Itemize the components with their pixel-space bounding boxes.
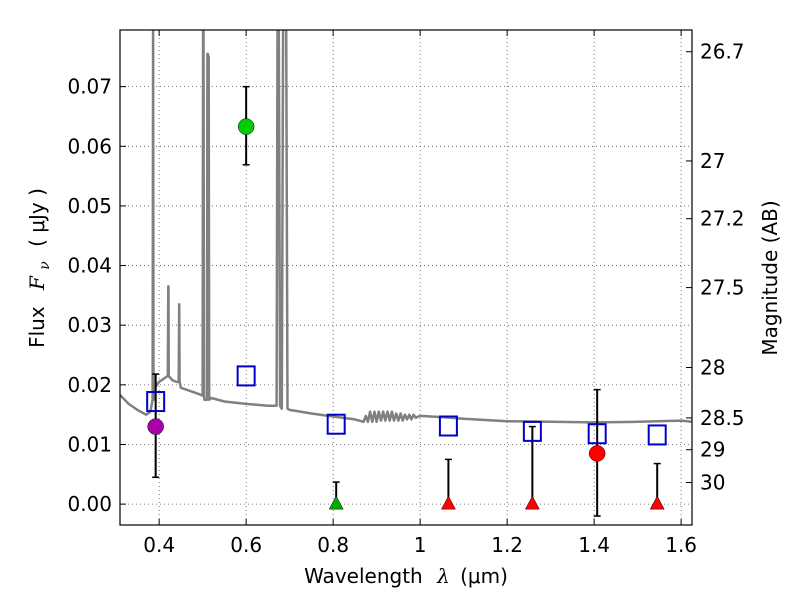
upper-limit-marker: [649, 495, 665, 510]
mag-tick-label: 26.7: [700, 40, 745, 64]
mag-tick-label: 27: [700, 149, 725, 173]
mag-tick-label: 28.5: [700, 406, 745, 430]
detection-marker: [147, 418, 164, 435]
y-tick-label: 0.00: [67, 492, 112, 516]
ticks-layer: 0.4 0.6 0.8 1 1.2 1.4 1.6 0.00 0.01 0.02 0.03 0.04 0…: [67, 30, 745, 557]
y-tick-label: 0.04: [67, 254, 112, 278]
y-tick-label: 0.05: [67, 194, 112, 218]
detection-marker: [588, 445, 606, 462]
upper-limit-marker: [524, 495, 540, 510]
grid-layer: [120, 30, 692, 525]
model-flux-marker: [522, 420, 542, 442]
points-layer: [146, 85, 667, 517]
x-tick-label: 0.6: [230, 533, 262, 557]
mag-tick-label: 30: [700, 470, 725, 494]
y-tick-label: 0.06: [67, 134, 112, 158]
spectrum-layer: [120, 30, 692, 424]
mag-tick-label: 29: [700, 438, 725, 462]
x-axis-title-prefix: Wavelength: [304, 564, 423, 588]
y-axis-title-subscript: ν: [37, 261, 53, 270]
y-axis-title-unit: ( μJy ): [25, 188, 49, 247]
model-flux-marker: [146, 391, 166, 413]
upper-limit-marker: [440, 495, 456, 510]
y-axis-title-symbol: F: [25, 275, 49, 291]
model-flux-marker: [438, 415, 458, 437]
x-axis-title-unit: (μm): [460, 564, 508, 588]
model-flux-marker: [326, 413, 346, 435]
plot-frame: [119, 29, 693, 526]
x-axis-title-symbol: λ: [436, 564, 450, 588]
y-tick-label: 0.02: [67, 373, 112, 397]
mag-tick-label: 27.5: [700, 276, 745, 300]
mag-tick-label: 27.2: [700, 207, 745, 231]
x-tick-label: 0.8: [317, 533, 349, 557]
y-tick-label: 0.01: [67, 432, 112, 456]
y-axis-title: Flux F ν ( μJy ): [25, 188, 54, 348]
y2-axis-title: Magnitude (AB): [758, 200, 782, 355]
x-tick-label: 0.4: [143, 533, 175, 557]
x-tick-label: 1: [414, 533, 427, 557]
model-flux-marker: [587, 423, 607, 445]
model-flux-marker: [647, 424, 667, 446]
y-axis-title-prefix: Flux: [25, 306, 49, 348]
model-flux-marker: [236, 365, 256, 387]
x-tick-label: 1.6: [665, 533, 697, 557]
detection-marker: [237, 118, 255, 135]
mag-tick-label: 28: [700, 356, 725, 380]
x-tick-label: 1.4: [578, 533, 610, 557]
model-spectrum-line: [120, 30, 692, 424]
x-axis-title: Wavelength λ (μm): [304, 564, 508, 588]
y-tick-label: 0.03: [67, 313, 112, 337]
upper-limit-marker: [328, 495, 344, 510]
y-tick-label: 0.07: [67, 75, 112, 99]
x-tick-label: 1.2: [491, 533, 523, 557]
